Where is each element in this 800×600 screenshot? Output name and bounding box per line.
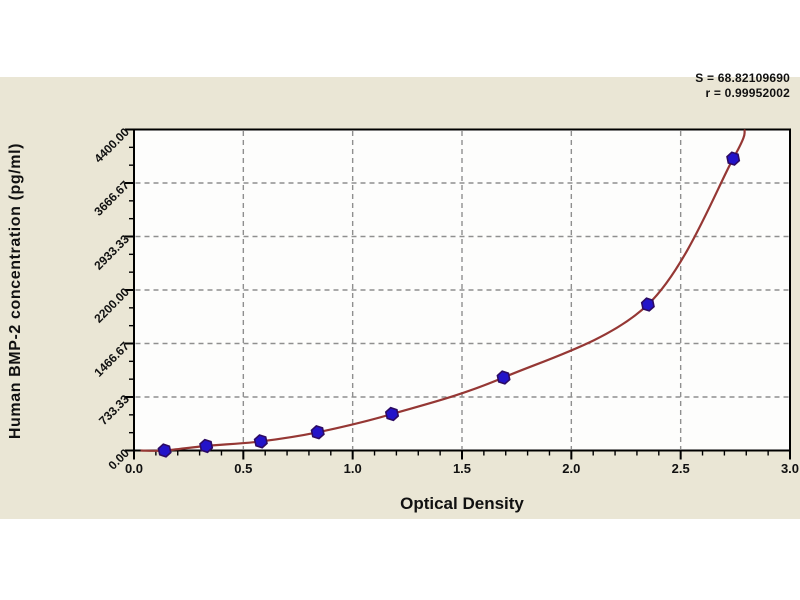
fit-standard-error: S = 68.82109690 xyxy=(695,71,790,85)
data-point-marker xyxy=(726,151,741,166)
x-tick-label: 2.5 xyxy=(671,461,690,476)
fit-statistics: S = 68.82109690 r = 0.99952002 xyxy=(695,71,790,101)
x-axis-title: Optical Density xyxy=(400,494,524,513)
plot-frame xyxy=(133,128,791,452)
x-tick-label: 2.0 xyxy=(562,461,581,476)
data-point-marker xyxy=(496,370,511,385)
x-tick-label: 0.0 xyxy=(124,461,144,476)
x-tick-label: 0.5 xyxy=(234,461,253,476)
y-axis-title: Human BMP-2 concentration (pg/ml) xyxy=(7,142,24,440)
data-point-marker xyxy=(640,297,655,312)
data-point-marker xyxy=(384,406,400,422)
data-point-marker xyxy=(199,438,214,454)
fit-correlation: r = 0.99952002 xyxy=(705,86,790,100)
data-point-marker xyxy=(310,424,325,440)
data-point-marker xyxy=(253,434,268,449)
x-tick-label: 1.0 xyxy=(343,461,362,476)
data-point-marker xyxy=(157,443,172,458)
x-tick-label: 1.5 xyxy=(452,461,472,476)
x-tick-label: 3.0 xyxy=(780,461,800,476)
